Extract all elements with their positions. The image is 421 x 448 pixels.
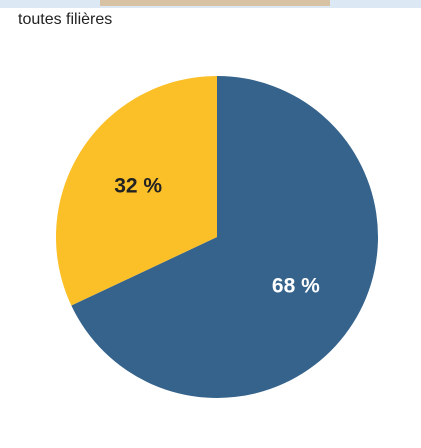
banner-image: [100, 0, 330, 6]
data-label: 32 %: [114, 175, 162, 198]
data-label: 68 %: [272, 275, 320, 298]
pie-slice: [55, 76, 217, 306]
chart-title: toutes filières: [18, 11, 112, 28]
pie-slice: [71, 76, 378, 398]
